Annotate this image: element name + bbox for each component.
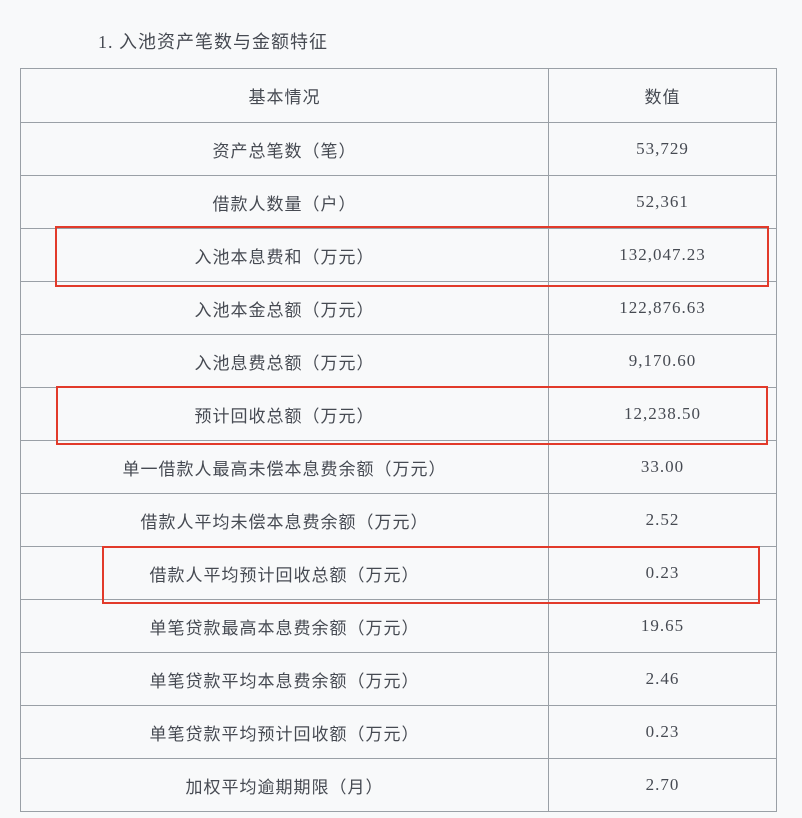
row-label: 借款人数量（户） (21, 176, 549, 229)
row-label: 入池息费总额（万元） (21, 335, 549, 388)
row-label: 单笔贷款最高本息费余额（万元） (21, 600, 549, 653)
row-label: 借款人平均未偿本息费余额（万元） (21, 494, 549, 547)
table-row: 单一借款人最高未偿本息费余额（万元）33.00 (21, 441, 777, 494)
table-row: 预计回收总额（万元）12,238.50 (21, 388, 777, 441)
row-value: 122,876.63 (549, 282, 777, 335)
row-label: 借款人平均预计回收总额（万元） (21, 547, 549, 600)
row-label: 单笔贷款平均预计回收额（万元） (21, 706, 549, 759)
header-value: 数值 (549, 69, 777, 123)
table-row: 加权平均逾期期限（月）2.70 (21, 759, 777, 812)
table-row: 借款人数量（户）52,361 (21, 176, 777, 229)
row-value: 53,729 (549, 123, 777, 176)
table-row: 借款人平均预计回收总额（万元）0.23 (21, 547, 777, 600)
row-value: 0.23 (549, 706, 777, 759)
row-value: 0.23 (549, 547, 777, 600)
table-row: 单笔贷款平均预计回收额（万元）0.23 (21, 706, 777, 759)
row-value: 132,047.23 (549, 229, 777, 282)
section-heading: 1. 入池资产笔数与金额特征 (98, 28, 328, 54)
row-value: 2.52 (549, 494, 777, 547)
table-row: 入池本息费和（万元）132,047.23 (21, 229, 777, 282)
table-row: 入池息费总额（万元）9,170.60 (21, 335, 777, 388)
row-value: 9,170.60 (549, 335, 777, 388)
row-label: 入池本金总额（万元） (21, 282, 549, 335)
row-label: 预计回收总额（万元） (21, 388, 549, 441)
row-value: 19.65 (549, 600, 777, 653)
row-value: 2.46 (549, 653, 777, 706)
table-row: 资产总笔数（笔）53,729 (21, 123, 777, 176)
row-value: 12,238.50 (549, 388, 777, 441)
table-container: 基本情况 数值 资产总笔数（笔）53,729借款人数量（户）52,361入池本息… (20, 68, 776, 812)
header-basic-info: 基本情况 (21, 69, 549, 123)
table-row: 入池本金总额（万元）122,876.63 (21, 282, 777, 335)
table-row: 借款人平均未偿本息费余额（万元）2.52 (21, 494, 777, 547)
row-label: 加权平均逾期期限（月） (21, 759, 549, 812)
row-label: 入池本息费和（万元） (21, 229, 549, 282)
row-label: 单一借款人最高未偿本息费余额（万元） (21, 441, 549, 494)
row-value: 33.00 (549, 441, 777, 494)
table-row: 单笔贷款平均本息费余额（万元）2.46 (21, 653, 777, 706)
row-label: 单笔贷款平均本息费余额（万元） (21, 653, 549, 706)
row-value: 52,361 (549, 176, 777, 229)
table-header-row: 基本情况 数值 (21, 69, 777, 123)
row-value: 2.70 (549, 759, 777, 812)
row-label: 资产总笔数（笔） (21, 123, 549, 176)
table-row: 单笔贷款最高本息费余额（万元）19.65 (21, 600, 777, 653)
asset-pool-table: 基本情况 数值 资产总笔数（笔）53,729借款人数量（户）52,361入池本息… (20, 68, 777, 812)
